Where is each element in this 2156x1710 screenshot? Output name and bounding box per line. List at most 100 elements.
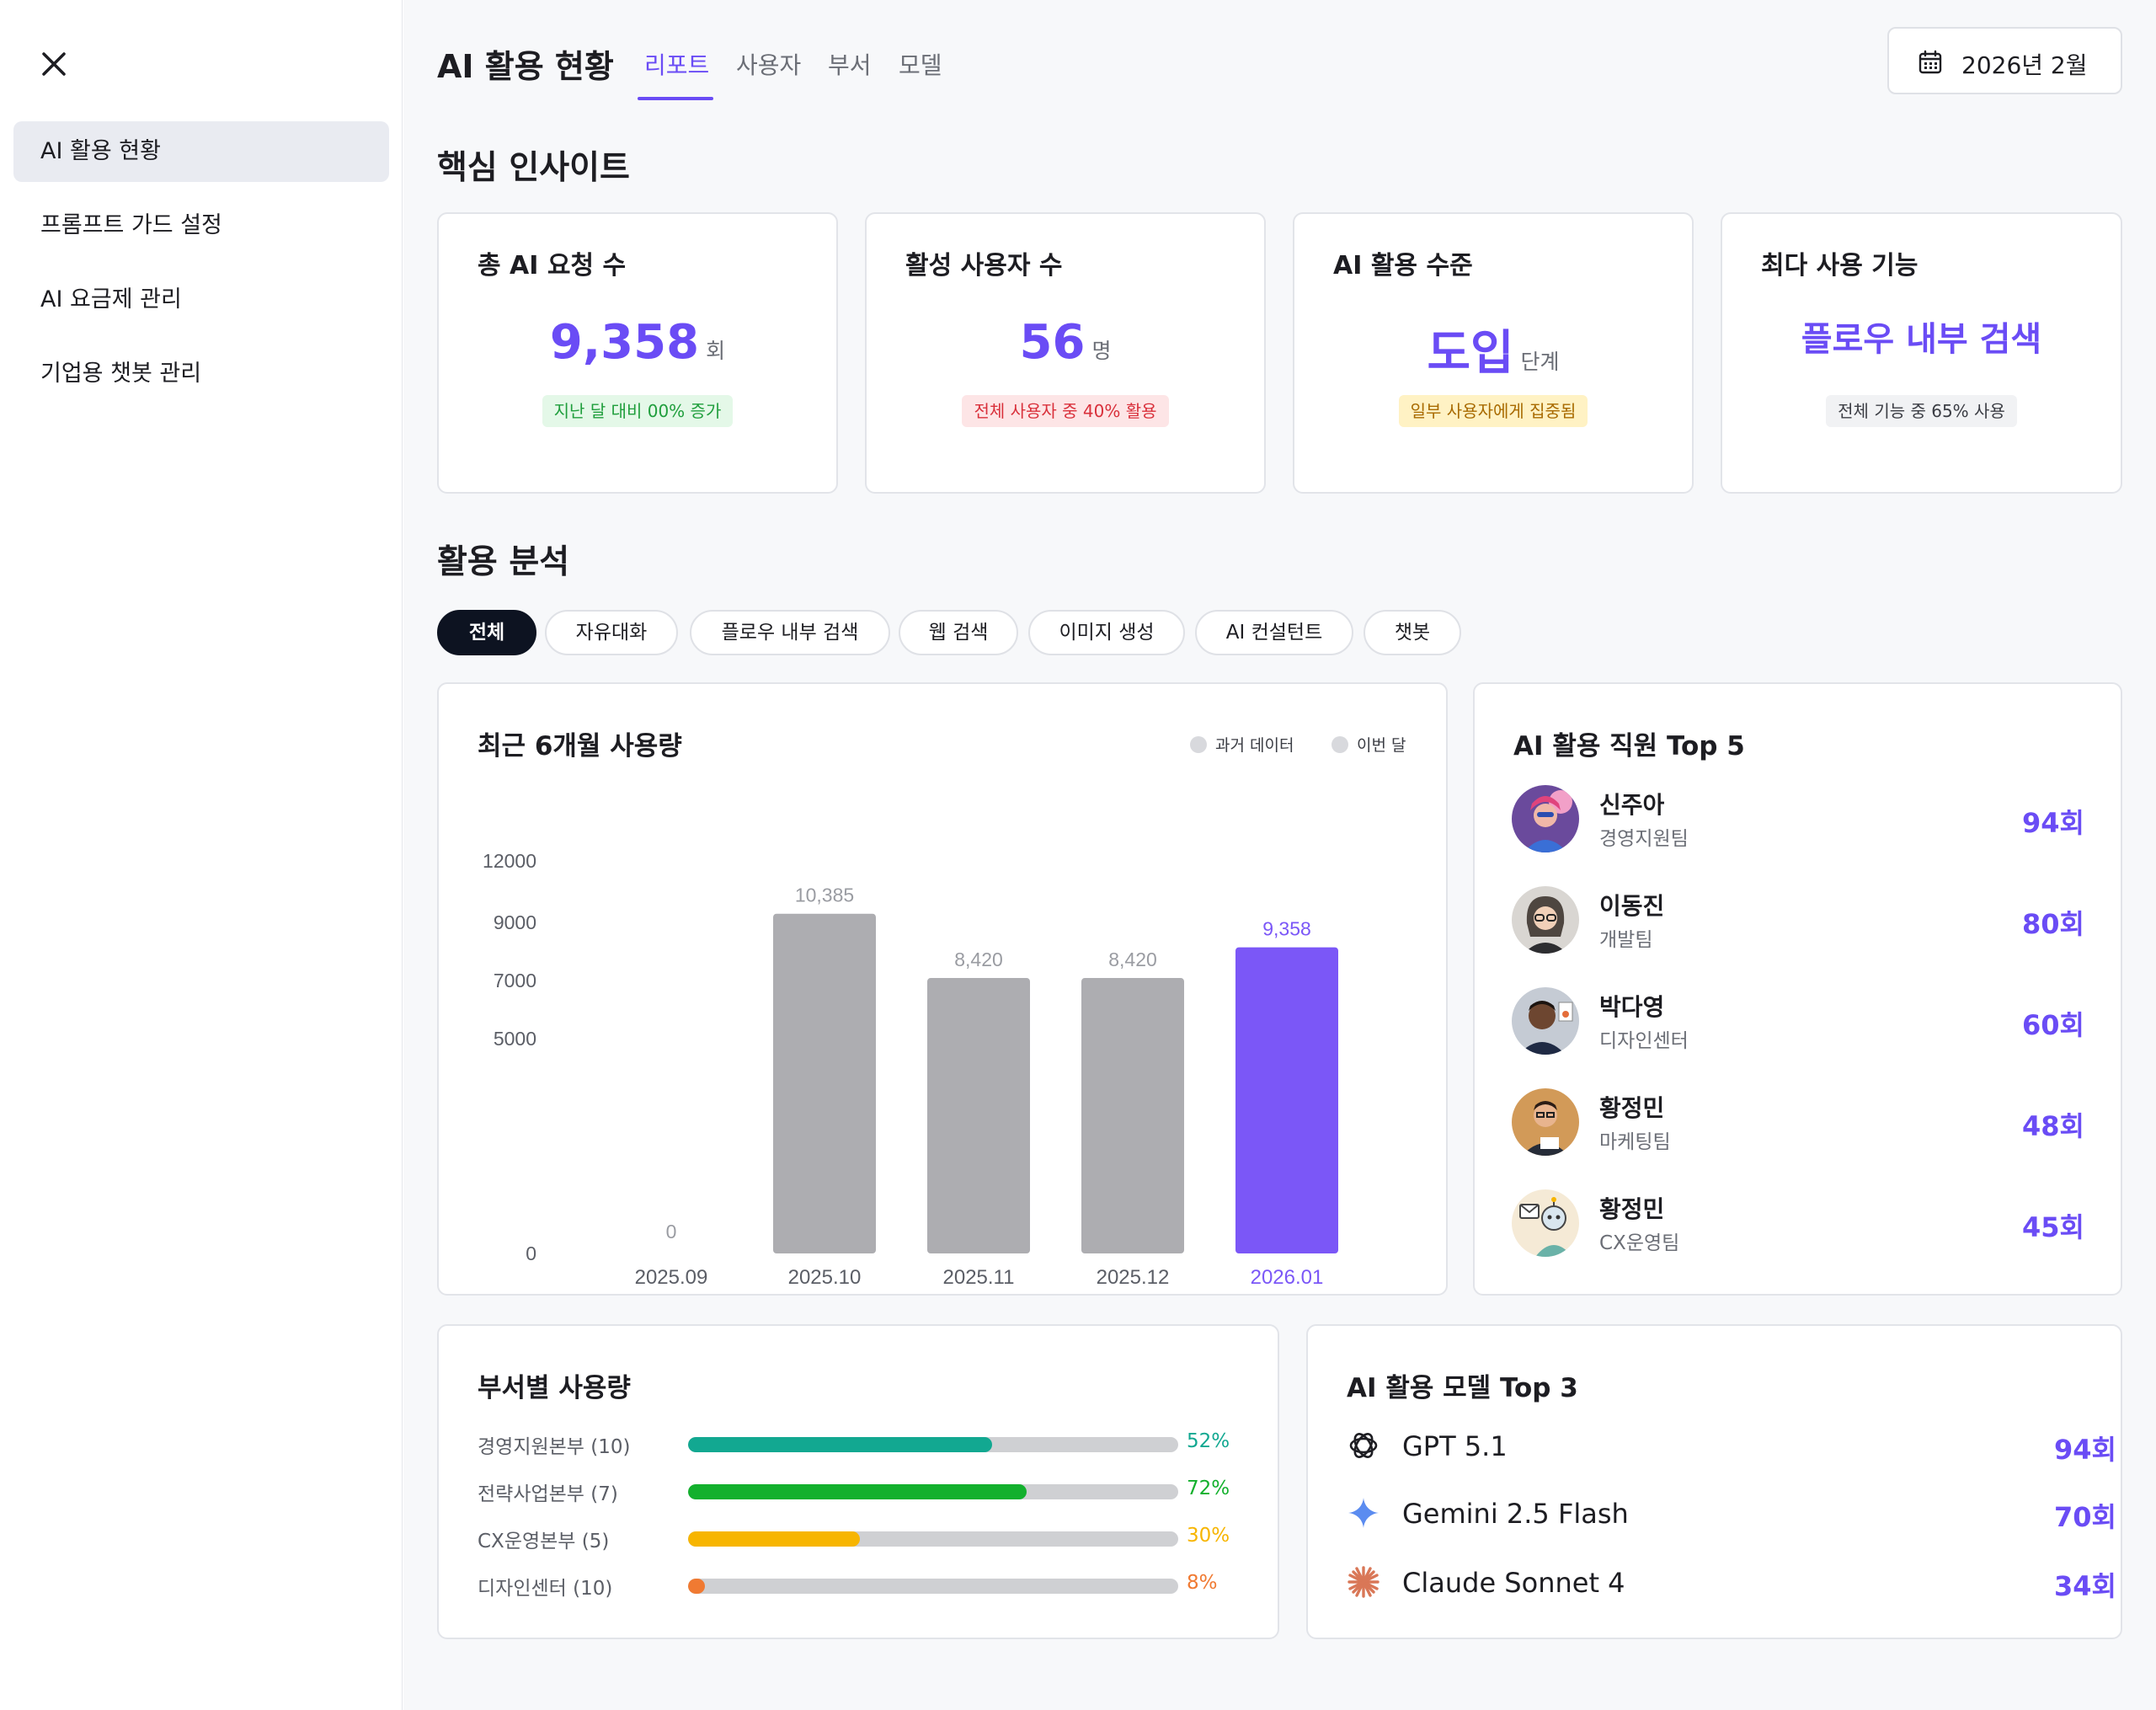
sidebar-item-enterprise-chatbot[interactable]: 기업용 챗봇 관리 [40,361,202,387]
legend-swatch-past [1190,735,1207,753]
top-user-row[interactable]: 신주아 경영지원팀 94회 [1512,785,2084,866]
department-row: CX운영본부 (5) 30% [478,1521,1252,1555]
bar-value-label: 0 [666,1221,677,1242]
department-usage-card: 부서별 사용량 경영지원본부 (10) 52% 전략사업본부 (7) 72% C… [437,1324,1279,1639]
kpi-badge: 전체 기능 중 65% 사용 [1826,395,2017,427]
y-tick-label: 0 [526,1242,536,1264]
insights-section-title: 핵심 인사이트 [437,149,630,187]
legend-label-current: 이번 달 [1357,736,1406,755]
filter-chip-free-chat[interactable]: 자유대화 [545,610,678,655]
filter-chip-image-gen[interactable]: 이미지 생성 [1028,610,1185,655]
model-row[interactable]: Claude Sonnet 4 34회 [1347,1558,2116,1609]
model-row[interactable]: Gemini 2.5 Flash 70회 [1347,1489,2116,1540]
legend-label-past: 과거 데이터 [1215,736,1294,755]
kpi-card-total-requests: 총 AI 요청 수 9,358 회 지난 달 대비 00% 증가 [437,212,838,494]
department-percent: 72% [1187,1478,1230,1499]
tab-users[interactable]: 사용자 [736,51,802,79]
kpi-badge: 지난 달 대비 00% 증가 [542,395,734,427]
department-bar-fill [688,1531,860,1547]
department-bar-fill [688,1437,992,1452]
top-user-row[interactable]: 황정민 마케팅팀 48회 [1512,1088,2084,1169]
user-count: 80회 [2022,908,2084,940]
kpi-title: AI 활용 수준 [1333,251,1473,281]
top-users-card: AI 활용 직원 Top 5 신주아 경영지원팀 94회 이동진 개발팀 80회… [1473,682,2122,1296]
department-label: 디자인센터 (10) [478,1578,613,1600]
kpi-value: 56 [1019,315,1086,370]
user-dept: 디자인센터 [1599,1030,1689,1052]
bar [1235,947,1338,1253]
top-user-row[interactable]: 황정민 CX운영팀 45회 [1512,1189,2084,1270]
user-dept: CX운영팀 [1599,1232,1680,1254]
kpi-card-active-users: 활성 사용자 수 56 명 전체 사용자 중 40% 활용 [865,212,1266,494]
sidebar-item-ai-usage[interactable]: AI 활용 현황 [13,121,389,182]
kpi-value: 9,358 [549,315,700,370]
avatar [1512,987,1579,1055]
y-tick-label: 9000 [494,911,536,933]
user-name: 황정민 [1599,1094,1665,1122]
department-bar-track [688,1531,1178,1547]
tab-models[interactable]: 모델 [899,51,942,79]
bar-value-label: 9,358 [1262,918,1311,940]
department-percent: 52% [1187,1430,1230,1452]
model-name: Gemini 2.5 Flash [1402,1498,1629,1530]
model-row[interactable]: GPT 5.1 94회 [1347,1422,2116,1472]
model-count: 34회 [2054,1570,2116,1602]
department-usage-title: 부서별 사용량 [478,1373,631,1403]
claude-icon [1347,1565,1380,1599]
user-dept: 개발팀 [1599,929,1653,951]
kpi-title: 최다 사용 기능 [1761,251,1919,281]
analysis-section-title: 활용 분석 [437,543,570,581]
model-count: 94회 [2054,1434,2116,1466]
bar [1081,978,1184,1253]
legend-item-current: 이번 달 [1331,733,1406,756]
kpi-badge: 일부 사용자에게 집중됨 [1398,395,1588,427]
sidebar-item-prompt-guard[interactable]: 프롬프트 가드 설정 [40,212,222,238]
user-count: 94회 [2022,807,2084,839]
model-name: GPT 5.1 [1402,1430,1508,1462]
bar-value-label: 8,420 [1108,949,1157,970]
month-picker-label: 2026년 2월 [1961,51,2088,79]
legend-swatch-current [1331,735,1348,753]
department-row: 경영지원본부 (10) 52% [478,1427,1252,1461]
tab-report[interactable]: 리포트 [644,51,710,79]
x-tick-label: 2025.11 [943,1266,1015,1289]
avatar [1512,1189,1579,1257]
calendar-icon [1918,50,1943,78]
department-percent: 8% [1187,1572,1218,1594]
department-label: CX운영본부 (5) [478,1531,610,1552]
filter-chip-ai-consultant[interactable]: AI 컨설턴트 [1195,610,1353,655]
y-tick-label: 5000 [494,1028,536,1050]
avatar [1512,785,1579,852]
model-count: 70회 [2054,1501,2116,1533]
bar [773,913,876,1253]
month-picker-button[interactable]: 2026년 2월 [1887,27,2122,94]
filter-chip-chatbot[interactable]: 챗봇 [1364,610,1461,655]
kpi-unit: 단계 [1520,350,1560,374]
department-bar-track [688,1484,1178,1499]
kpi-value: 플로우 내부 검색 [1801,320,2042,359]
kpi-unit: 회 [706,339,726,363]
tab-departments[interactable]: 부서 [828,51,872,79]
user-name: 박다영 [1599,993,1665,1021]
legend-item-past: 과거 데이터 [1190,733,1294,756]
department-row: 전략사업본부 (7) 72% [478,1474,1252,1508]
main-content: AI 활용 현황 리포트 사용자 부서 모델 2026년 2월 핵심 인사이트 … [403,0,2156,1710]
kpi-badge: 전체 사용자 중 40% 활용 [962,395,1169,427]
filter-chip-web-search[interactable]: 웹 검색 [899,610,1018,655]
close-icon[interactable] [37,47,71,81]
kpi-title: 활성 사용자 수 [905,251,1063,281]
top-user-row[interactable]: 박다영 디자인센터 60회 [1512,987,2084,1068]
department-bar-fill [688,1484,1027,1499]
user-count: 48회 [2022,1110,2084,1142]
filter-chip-all[interactable]: 전체 [437,610,536,655]
user-count: 60회 [2022,1009,2084,1041]
user-count: 45회 [2022,1211,2084,1243]
kpi-card-usage-level: AI 활용 수준 도입 단계 일부 사용자에게 집중됨 [1293,212,1694,494]
top-user-row[interactable]: 이동진 개발팀 80회 [1512,886,2084,967]
sidebar-item-ai-plan[interactable]: AI 요금제 관리 [40,286,182,313]
bar-value-label: 8,420 [954,949,1003,970]
bar-value-label: 10,385 [795,884,854,906]
user-name: 신주아 [1599,791,1665,819]
filter-chip-flow-search[interactable]: 플로우 내부 검색 [690,610,890,655]
chart-title: 최근 6개월 사용량 [478,731,682,761]
